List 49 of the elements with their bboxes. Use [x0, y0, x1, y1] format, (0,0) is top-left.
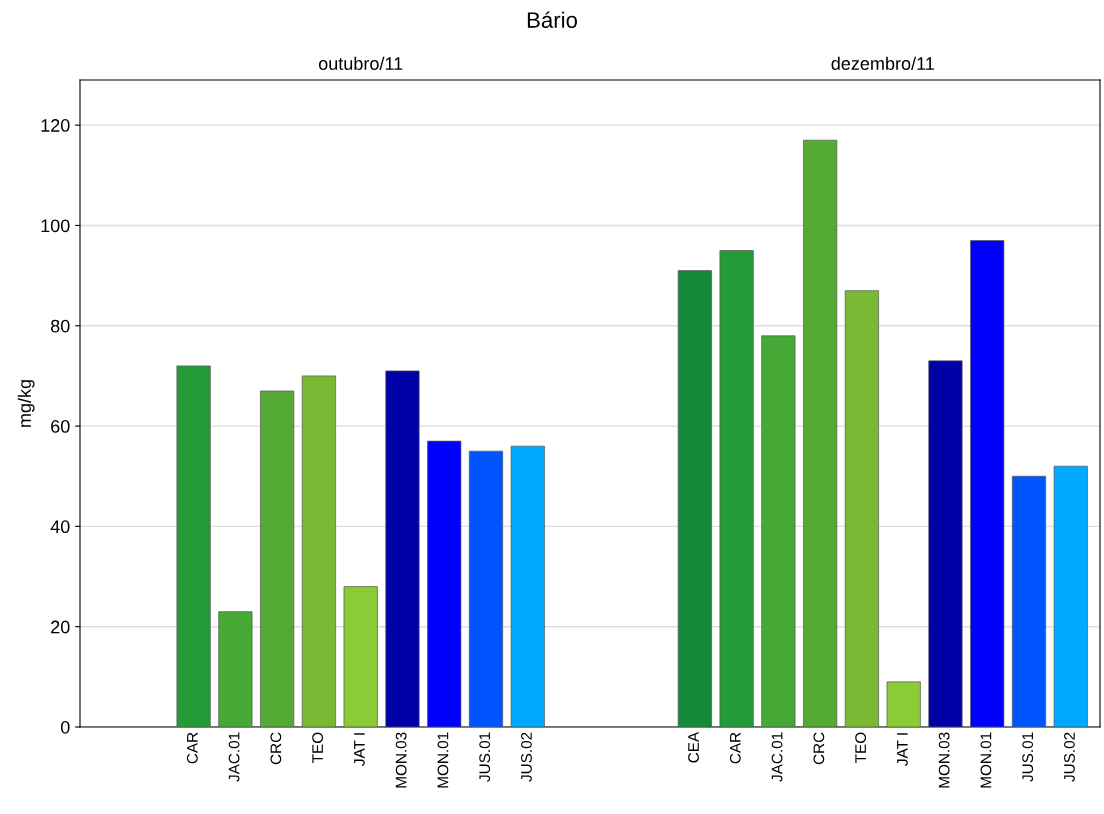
bar	[970, 240, 1005, 727]
chart-title: Bário	[527, 11, 578, 28]
bar	[343, 586, 378, 727]
x-tick-label: TEO	[312, 732, 324, 763]
x-tick-label: CRC	[270, 732, 282, 765]
x-tick-label: MON.03	[395, 732, 407, 788]
x-tick-label: MON.03	[938, 732, 950, 788]
bar	[1053, 465, 1088, 727]
x-tick-label: CRC	[813, 732, 825, 765]
x-tick-label: MON.01	[437, 732, 449, 788]
y-tick-label: 120	[41, 119, 70, 132]
x-tick-label: JAT I	[897, 733, 908, 766]
x-tick-label: CAR	[186, 732, 198, 764]
bar	[803, 139, 838, 727]
bar	[385, 370, 420, 727]
x-tick-label: JUS.02	[1064, 732, 1075, 782]
y-tick-label: 40	[50, 520, 70, 534]
x-tick-label: JUS.01	[1022, 732, 1034, 782]
bar	[176, 365, 211, 727]
x-tick-label: MON.01	[980, 732, 992, 788]
bar	[218, 611, 253, 727]
bar	[719, 250, 754, 727]
y-tick-label: 60	[51, 420, 70, 433]
bar	[1011, 475, 1047, 727]
x-tick-label: JAC.01	[771, 732, 783, 782]
bar	[260, 390, 295, 727]
bar	[510, 445, 545, 727]
y-axis-title: mg/kg	[17, 380, 35, 427]
x-tick-label: JUS.02	[521, 732, 532, 782]
bar	[677, 270, 712, 727]
bar	[761, 335, 796, 727]
y-tick-label: 0	[60, 720, 70, 734]
x-tick-label: CEA	[688, 731, 699, 763]
bar	[427, 440, 462, 727]
bar	[468, 450, 504, 727]
x-tick-label: JAC.01	[228, 732, 240, 782]
x-tick-label: JUS.01	[479, 732, 491, 782]
x-tick-label: TEO	[855, 732, 867, 763]
bar	[301, 375, 336, 727]
y-tick-label: 100	[41, 219, 70, 233]
bar	[928, 360, 963, 727]
text: dezembro/11	[831, 56, 934, 70]
bar	[886, 681, 921, 727]
y-tick-label: 20	[51, 620, 70, 634]
x-tick-label: JAT I	[354, 733, 365, 766]
bar	[844, 290, 879, 727]
y-tick-label: 80	[50, 319, 70, 333]
x-tick-label: CAR	[729, 732, 741, 764]
text: outubro/11	[318, 56, 403, 70]
